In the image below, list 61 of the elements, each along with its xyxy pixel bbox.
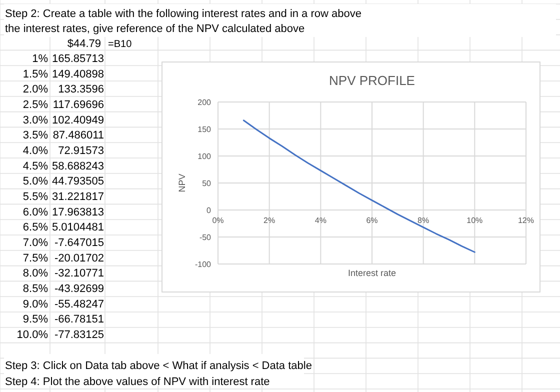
text: 8.5% bbox=[22, 282, 48, 295]
text: 31.221817 bbox=[52, 190, 104, 203]
text: 4.5% bbox=[22, 160, 48, 172]
x-tick-label: 8% bbox=[418, 216, 430, 225]
x-tick-label: 10% bbox=[466, 216, 483, 225]
text: =B10 bbox=[108, 39, 132, 50]
text: the interest rates, give reference of the NPV calculated above bbox=[5, 23, 305, 35]
text: -32.10771 bbox=[54, 268, 104, 280]
text: -77.83125 bbox=[54, 328, 104, 341]
text: 58.688243 bbox=[52, 160, 104, 172]
text: 6.0% bbox=[22, 206, 48, 218]
text: 7.5% bbox=[22, 252, 48, 264]
x-tick-label: 6% bbox=[366, 216, 378, 225]
text: 5.0104481 bbox=[52, 222, 104, 234]
x-tick-label: 4% bbox=[314, 216, 326, 225]
x-axis-title: Interest rate bbox=[348, 268, 396, 278]
text: 8.0% bbox=[22, 268, 48, 280]
text: 3.5% bbox=[22, 130, 48, 142]
text: Step 2: Create a table with the following interest rates and in a row above bbox=[5, 8, 362, 20]
text: 44.793505 bbox=[52, 176, 104, 188]
text: 1% bbox=[32, 53, 48, 65]
text: -43.92699 bbox=[54, 282, 104, 295]
text: 9.5% bbox=[22, 314, 48, 326]
text: -20.01702 bbox=[54, 252, 104, 264]
text: Step 3: Click on Data tab above < What if analysis < Data table bbox=[5, 360, 312, 372]
text: Step 4: Plot the above values of NPV with interest rate bbox=[5, 376, 270, 388]
text: 117.69696 bbox=[52, 98, 104, 111]
text: -7.647015 bbox=[54, 236, 104, 249]
y-tick-label: -50 bbox=[199, 233, 212, 242]
text: 10.0% bbox=[16, 328, 48, 341]
text: 17.963813 bbox=[52, 206, 104, 218]
text: 87.486011 bbox=[52, 130, 104, 142]
text: 3.0% bbox=[22, 114, 48, 126]
text: 6.5% bbox=[22, 222, 48, 234]
text: 7.0% bbox=[22, 236, 48, 249]
y-tick-label: 150 bbox=[198, 125, 212, 134]
text: 4.0% bbox=[22, 144, 48, 157]
y-tick-label: -100 bbox=[194, 260, 212, 269]
y-tick-label: 200 bbox=[198, 98, 212, 107]
text: 149.40898 bbox=[52, 68, 104, 80]
text: 5.5% bbox=[22, 190, 48, 203]
text: $44.79 bbox=[67, 38, 101, 50]
y-tick-label: 50 bbox=[202, 179, 212, 188]
text: 2.5% bbox=[22, 98, 48, 111]
chart-title: NPV PROFILE bbox=[329, 73, 416, 88]
text: 5.0% bbox=[22, 176, 48, 188]
text: 1.5% bbox=[22, 68, 48, 80]
text: -66.78151 bbox=[54, 314, 104, 326]
text: 133.3596 bbox=[58, 84, 104, 96]
x-tick-label: 0% bbox=[212, 216, 224, 225]
text: 9.0% bbox=[22, 298, 48, 310]
text: 165.85713 bbox=[52, 53, 104, 65]
text: 72.91573 bbox=[58, 144, 104, 157]
text: 2.0% bbox=[22, 84, 48, 96]
text: -55.48247 bbox=[54, 298, 104, 310]
y-tick-label: 100 bbox=[198, 152, 212, 161]
y-axis-title: NPV bbox=[177, 174, 187, 192]
y-tick-label: 0 bbox=[206, 206, 212, 215]
x-tick-label: 12% bbox=[518, 216, 534, 225]
text: 102.40949 bbox=[52, 114, 104, 126]
x-tick-label: 2% bbox=[264, 216, 276, 225]
